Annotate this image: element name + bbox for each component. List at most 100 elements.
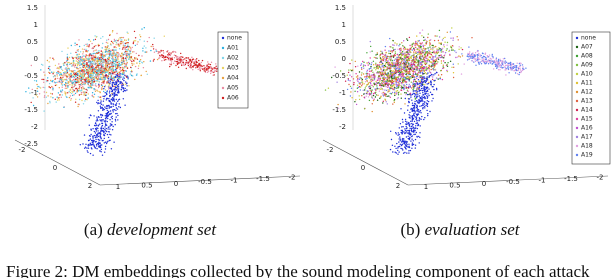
scatter-point — [402, 75, 404, 77]
scatter-point — [97, 86, 100, 89]
scatter-point — [95, 72, 98, 74]
scatter-point — [109, 119, 111, 121]
scatter-point — [370, 45, 372, 48]
scatter-point — [100, 103, 103, 106]
scatter-point — [505, 74, 507, 76]
scatter-point — [70, 99, 72, 101]
scatter-point — [100, 120, 102, 122]
scatter-point — [60, 96, 62, 99]
scatter-point — [422, 45, 425, 48]
scatter-point — [400, 69, 402, 71]
scatter-point — [84, 147, 86, 149]
scatter-point — [77, 55, 80, 58]
scatter-point — [376, 53, 378, 55]
scatter-point — [398, 138, 400, 140]
scatter-point — [100, 54, 103, 56]
scatter-point — [80, 63, 83, 66]
scatter-point — [487, 63, 490, 65]
scatter-point — [513, 65, 516, 67]
scatter-point — [113, 96, 115, 98]
scatter-point — [106, 115, 108, 117]
scatter-point — [49, 102, 51, 104]
scatter-point — [424, 97, 426, 99]
scatter-point — [100, 138, 102, 140]
scatter-point — [129, 52, 131, 54]
scatter-point — [112, 50, 115, 52]
scatter-point — [421, 71, 424, 74]
scatter-point — [458, 46, 460, 48]
scatter-point — [375, 94, 378, 96]
scatter-point — [153, 37, 155, 39]
scatter-point — [426, 105, 429, 108]
scatter-point — [411, 45, 413, 48]
scatter-point — [54, 98, 56, 101]
scatter-point — [400, 97, 402, 99]
scatter-point — [401, 126, 403, 128]
scatter-point — [101, 124, 104, 127]
y-tick-label: -2 — [339, 123, 346, 131]
scatter-point — [112, 69, 115, 72]
scatter-point — [403, 40, 405, 42]
scatter-point — [385, 52, 387, 54]
scatter-point — [392, 50, 394, 52]
scatter-point — [415, 73, 417, 75]
scatter-point — [381, 65, 384, 67]
scatter-point — [170, 60, 173, 62]
scatter-point — [152, 60, 155, 62]
scatter-point — [170, 63, 172, 66]
scatter-point — [370, 65, 372, 68]
scatter-point — [66, 79, 68, 82]
scatter-point — [102, 85, 104, 88]
scatter-point — [380, 58, 383, 60]
scatter-point — [136, 58, 139, 60]
scatter-point — [216, 68, 218, 70]
scatter-point — [166, 51, 168, 53]
scatter-point — [451, 45, 454, 47]
scatter-point — [408, 152, 410, 154]
scatter-point — [426, 55, 429, 57]
scatter-point — [399, 85, 401, 87]
scatter-point — [405, 140, 407, 142]
scatter-point — [118, 45, 120, 47]
scatter-point — [64, 71, 66, 73]
scatter-point — [371, 50, 373, 52]
scatter-point — [414, 94, 416, 96]
scatter-point — [103, 137, 106, 140]
scatter-point — [116, 52, 119, 54]
scatter-point — [66, 82, 69, 85]
scatter-point — [394, 93, 396, 95]
scatter-point — [63, 84, 66, 86]
scatter-point — [420, 89, 422, 92]
scatter-point — [398, 151, 400, 153]
scatter-point — [99, 132, 102, 135]
scatter-point — [377, 78, 380, 80]
scatter-point — [401, 51, 404, 53]
scatter-point — [55, 84, 58, 86]
scatter-point — [358, 71, 361, 73]
scatter-point — [152, 48, 155, 50]
scatter-point — [127, 46, 129, 48]
scatter-point — [481, 57, 483, 59]
scatter-point — [86, 43, 89, 45]
scatter-point — [452, 39, 454, 41]
scatter-point — [395, 63, 397, 66]
scatter-point — [167, 54, 169, 56]
scatter-point — [198, 59, 200, 62]
scatter-point — [109, 90, 111, 92]
scatter-point — [59, 71, 62, 74]
scatter-point — [395, 132, 397, 134]
scatter-point — [394, 54, 396, 57]
scatter-point — [97, 45, 100, 47]
scatter-point — [203, 70, 205, 72]
scatter-point — [92, 50, 95, 52]
scatter-point — [425, 80, 427, 82]
scatter-point — [79, 75, 82, 77]
scatter-point — [518, 73, 520, 76]
x-tick-label: -0.5 — [198, 178, 212, 186]
scatter-point — [381, 80, 383, 82]
scatter-point — [77, 49, 79, 51]
scatter-point — [409, 127, 411, 129]
scatter-point — [429, 43, 431, 45]
scatter-point — [419, 105, 421, 108]
scatter-point — [119, 64, 122, 67]
